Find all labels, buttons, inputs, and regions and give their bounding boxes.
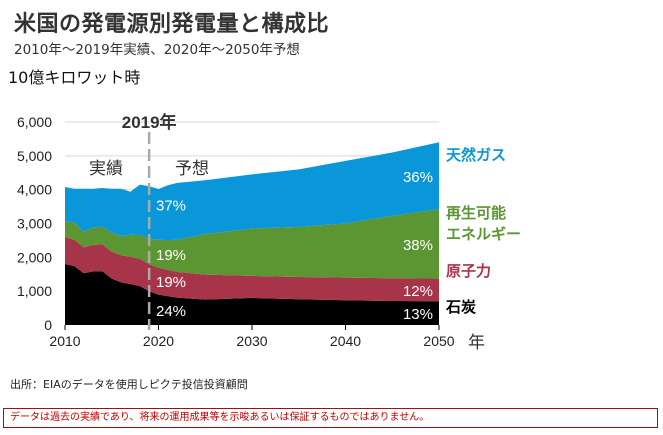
share-2019-nuclear: 19% bbox=[156, 274, 186, 291]
legend-natural_gas: 天然ガス bbox=[446, 146, 506, 164]
share-2050-coal: 13% bbox=[403, 306, 433, 323]
area-natural_gas bbox=[65, 142, 439, 241]
actual-period-label: 実績 bbox=[89, 159, 123, 179]
2019-marker-label: 2019年 bbox=[122, 112, 177, 132]
x-tick-label: 2040 bbox=[330, 333, 361, 349]
y-tick-label: 0 bbox=[44, 317, 52, 333]
share-2019-natural_gas: 37% bbox=[156, 197, 186, 214]
y-axis-unit-label: 10億キロワット時 bbox=[8, 68, 141, 87]
share-2019-coal: 24% bbox=[156, 303, 186, 320]
chart-subtitle: 2010年～2019年実績、2020年～2050年予想 bbox=[14, 42, 300, 58]
stacked-area-chart: 0 1,000 2,000 3,000 4,000 5,000 6,000 2010 2020… bbox=[17, 112, 521, 353]
area-coal bbox=[65, 264, 439, 325]
y-axis-ticks: 0 1,000 2,000 3,000 4,000 5,000 6,000 bbox=[17, 114, 52, 333]
share-2050-nuclear: 12% bbox=[403, 283, 433, 300]
x-tick-label: 2030 bbox=[236, 333, 267, 349]
x-tick-label: 2020 bbox=[143, 333, 174, 349]
chart-title: 米国の発電源別発電量と構成比 bbox=[14, 12, 330, 37]
y-tick-label: 3,000 bbox=[17, 216, 52, 232]
share-2050-renewables: 38% bbox=[403, 237, 433, 254]
x-tick-label: 2010 bbox=[49, 333, 80, 349]
forecast-period-label: 予想 bbox=[175, 159, 209, 179]
legend-renewables: 再生可能 bbox=[446, 204, 506, 222]
area-renewables bbox=[65, 209, 439, 279]
legend-nuclear: 原子力 bbox=[446, 262, 491, 280]
legend-renewables-line2: エネルギー bbox=[446, 225, 521, 243]
x-tick-label: 2050 bbox=[423, 333, 454, 349]
area-layers bbox=[65, 142, 439, 325]
y-tick-label: 4,000 bbox=[17, 182, 52, 198]
x-axis-ticks: 2010 2020 2030 2040 2050 bbox=[49, 325, 455, 349]
y-tick-label: 2,000 bbox=[17, 249, 52, 265]
x-axis-label: 年 bbox=[468, 333, 485, 353]
share-2050-natural_gas: 36% bbox=[403, 169, 433, 186]
legend-coal: 石炭 bbox=[445, 298, 476, 316]
source-note: 出所：EIAのデータを使用しピクテ投信投資顧問 bbox=[10, 378, 248, 391]
y-tick-label: 5,000 bbox=[17, 148, 52, 164]
y-tick-label: 6,000 bbox=[17, 114, 52, 130]
share-2019-renewables: 19% bbox=[156, 247, 186, 264]
y-tick-label: 1,000 bbox=[17, 283, 52, 299]
disclaimer-box: データは過去の実績であり、将来の運用成果等を示唆あるいは保証するものではありませ… bbox=[3, 408, 658, 428]
area-nuclear bbox=[65, 237, 439, 302]
share-labels: 37% 36% 19% 38% 19% 12% 24% 13% bbox=[156, 169, 433, 323]
